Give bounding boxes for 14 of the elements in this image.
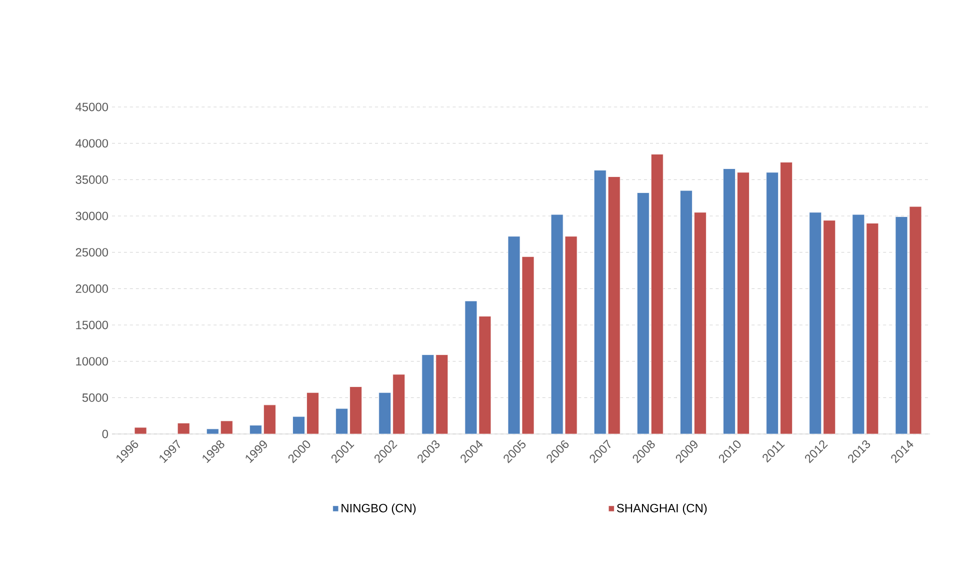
bar: [134, 427, 147, 434]
y-tick-label: 20000: [76, 284, 108, 293]
y-tick-label: 30000: [76, 212, 108, 220]
y-tick-label: 35000: [76, 175, 108, 184]
bar: [177, 422, 190, 434]
y-tick-label: 5000: [82, 393, 108, 402]
y-tick-label: 10000: [76, 357, 108, 366]
y-tick-label: 25000: [76, 248, 108, 257]
legend-label: SHANGHAI (CN): [616, 504, 707, 515]
legend-label: NINGBO (CN): [342, 504, 416, 515]
y-tick-label: 0: [102, 430, 108, 438]
y-tick-label: 15000: [76, 320, 108, 330]
y-tick-label: 45000: [76, 102, 108, 112]
y-tick-label: 40000: [76, 139, 108, 148]
